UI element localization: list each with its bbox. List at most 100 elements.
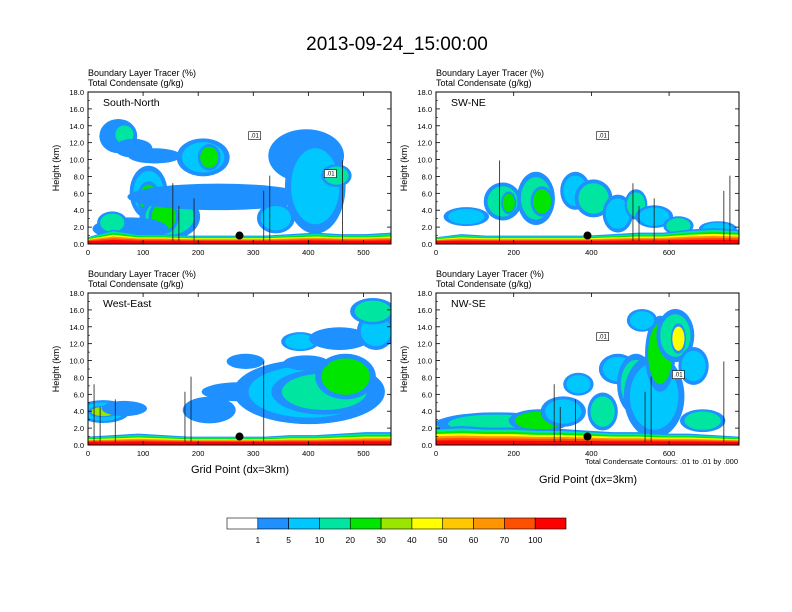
- panel-field: .01: [436, 92, 739, 244]
- y-tick-label: 8.0: [422, 172, 432, 181]
- colorbar-swatch: [442, 517, 474, 530]
- colorbar-swatch: [349, 517, 382, 530]
- location-marker: [583, 432, 592, 441]
- tracer-region: [100, 213, 125, 232]
- y-tick-label: 8.0: [74, 373, 84, 382]
- panel-header-tracer: Boundary Layer Tracer (%): [88, 269, 196, 279]
- colorbar-swatch: [319, 517, 351, 530]
- colorbar: 1 5 10 20 30 40 50 60 70 100: [226, 517, 567, 545]
- tracer-region: [502, 193, 515, 213]
- tracer-region: [590, 396, 615, 427]
- tracer-region: [681, 350, 706, 382]
- tracer-region: [448, 209, 485, 225]
- x-tick-label: 200: [192, 449, 205, 458]
- tracer-region: [578, 183, 609, 214]
- boundary-layer-band: [436, 239, 739, 244]
- y-tick-label: 18.0: [69, 289, 84, 298]
- y-tick-label: 4.0: [422, 206, 432, 215]
- y-tick-label: 16.0: [417, 306, 432, 315]
- x-tick-label: 100: [137, 449, 150, 458]
- y-tick-label: 0.0: [74, 240, 84, 249]
- y-tick-label: 14.0: [417, 323, 432, 332]
- colorbar-swatch: [257, 517, 289, 530]
- colorbar-swatch: [380, 517, 413, 530]
- panel-sw-ne: Boundary Layer Tracer (%)Total Condensat…: [399, 68, 740, 257]
- x-tick-label: 200: [507, 248, 520, 257]
- panel-header-condensate: Total Condensate (g/kg): [88, 279, 184, 289]
- panel-label: NW-SE: [451, 298, 486, 310]
- tracer-region: [133, 149, 176, 162]
- y-axis-label: Height (km): [51, 346, 61, 393]
- location-marker: [235, 432, 244, 441]
- y-tick-label: 8.0: [422, 373, 432, 382]
- contour-label: .01: [598, 335, 607, 341]
- y-tick-label: 10.0: [69, 156, 84, 165]
- y-tick-label: 14.0: [417, 122, 432, 131]
- y-tick-label: 16.0: [69, 306, 84, 315]
- x-tick-label: 0: [434, 449, 438, 458]
- tracer-region: [629, 311, 655, 330]
- x-tick-label: 400: [302, 248, 315, 257]
- y-tick-label: 12.0: [417, 139, 432, 148]
- boundary-layer-band: [88, 441, 391, 445]
- panel-label: South-North: [103, 97, 160, 109]
- x-tick-label: 600: [663, 449, 676, 458]
- x-tick-label: 600: [663, 248, 676, 257]
- contour-label: .01: [674, 373, 683, 379]
- panel-header-condensate: Total Condensate (g/kg): [436, 78, 532, 88]
- y-tick-label: 4.0: [422, 407, 432, 416]
- x-tick-label: 300: [247, 449, 260, 458]
- figure-title: 2013-09-24_15:00:00: [306, 34, 488, 55]
- location-marker: [583, 231, 592, 240]
- y-tick-label: 12.0: [417, 340, 432, 349]
- tracer-region: [666, 218, 691, 234]
- panels: Boundary Layer Tracer (%)Total Condensat…: [51, 68, 740, 458]
- colorbar-swatch: [411, 517, 444, 530]
- y-tick-label: 4.0: [74, 407, 84, 416]
- panel-south-north: Boundary Layer Tracer (%)Total Condensat…: [51, 68, 392, 257]
- tracer-region: [315, 329, 364, 348]
- location-marker: [235, 231, 244, 240]
- y-tick-label: 18.0: [69, 88, 84, 97]
- y-tick-label: 6.0: [74, 189, 84, 198]
- x-tick-label: 0: [86, 449, 90, 458]
- y-tick-label: 6.0: [74, 390, 84, 399]
- colorbar-label: 30: [376, 535, 386, 545]
- x-tick-label: 200: [507, 449, 520, 458]
- y-tick-label: 12.0: [69, 340, 84, 349]
- tracer-region: [145, 186, 292, 208]
- panel-header-tracer: Boundary Layer Tracer (%): [88, 68, 196, 78]
- colorbar-label: 5: [286, 535, 291, 545]
- y-tick-label: 2.0: [422, 424, 432, 433]
- y-tick-label: 18.0: [417, 88, 432, 97]
- tracer-region: [684, 411, 721, 430]
- tracer-region: [287, 356, 325, 370]
- y-axis-label: Height (km): [399, 346, 409, 393]
- colorbar-swatch: [534, 517, 567, 530]
- x-tick-label: 500: [357, 449, 370, 458]
- panel-field: .01 .01: [88, 92, 391, 244]
- x-tick-label: 400: [585, 248, 598, 257]
- panel-west-east: Boundary Layer Tracer (%)Total Condensat…: [51, 269, 392, 458]
- y-tick-label: 14.0: [69, 323, 84, 332]
- x-axis-label-west-east: Grid Point (dx=3km): [191, 464, 289, 476]
- panel-label: SW-NE: [451, 97, 486, 109]
- y-tick-label: 10.0: [417, 357, 432, 366]
- panel-header-tracer: Boundary Layer Tracer (%): [436, 68, 544, 78]
- boundary-layer-band: [436, 440, 739, 445]
- colorbar-label: 50: [438, 535, 448, 545]
- y-tick-label: 12.0: [69, 139, 84, 148]
- contour-label-box: [596, 332, 609, 341]
- contour-label-box: [248, 131, 261, 140]
- colorbar-label: 100: [528, 535, 542, 545]
- y-tick-label: 8.0: [74, 172, 84, 181]
- contour-label: .01: [598, 134, 607, 140]
- panel-field: .01 .01: [436, 293, 739, 445]
- tracer-region: [187, 399, 231, 421]
- y-tick-label: 10.0: [417, 156, 432, 165]
- x-tick-label: 0: [434, 248, 438, 257]
- colorbar-swatch: [288, 517, 320, 530]
- y-tick-label: 2.0: [74, 424, 84, 433]
- y-tick-label: 2.0: [74, 223, 84, 232]
